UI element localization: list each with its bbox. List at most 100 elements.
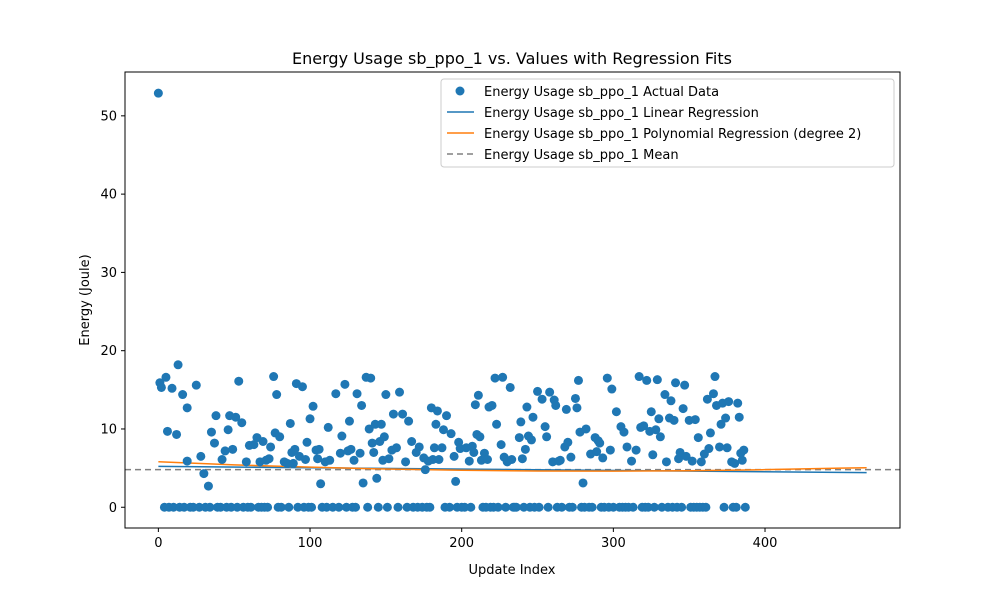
data-point bbox=[346, 444, 356, 454]
data-point bbox=[719, 502, 729, 512]
data-point bbox=[241, 457, 251, 467]
data-point bbox=[475, 432, 485, 442]
data-point bbox=[223, 425, 233, 435]
data-point bbox=[533, 386, 543, 396]
data-point bbox=[376, 419, 386, 429]
data-point bbox=[373, 502, 383, 512]
y-tick-label: 50 bbox=[100, 109, 117, 124]
data-point bbox=[464, 456, 474, 466]
data-point bbox=[372, 473, 382, 483]
x-tick-label: 300 bbox=[601, 536, 626, 551]
data-point bbox=[220, 446, 230, 456]
data-point bbox=[492, 419, 502, 429]
data-point bbox=[557, 502, 567, 512]
data-point bbox=[355, 448, 365, 458]
data-point bbox=[438, 425, 448, 435]
data-point bbox=[381, 390, 391, 400]
data-point bbox=[701, 502, 711, 512]
data-point bbox=[566, 452, 576, 462]
data-point bbox=[648, 450, 658, 460]
data-point bbox=[687, 456, 697, 466]
data-point bbox=[567, 502, 577, 512]
x-tick-label: 100 bbox=[298, 536, 323, 551]
data-point bbox=[517, 454, 527, 464]
data-point bbox=[507, 455, 517, 465]
data-point bbox=[710, 372, 720, 382]
data-point bbox=[516, 417, 526, 427]
data-point bbox=[737, 455, 747, 465]
chart-title: Energy Usage sb_ppo_1 vs. Values with Re… bbox=[292, 49, 732, 69]
data-point bbox=[173, 360, 183, 370]
data-point bbox=[451, 476, 461, 486]
data-point bbox=[398, 409, 408, 419]
data-point bbox=[407, 436, 417, 446]
data-point bbox=[563, 437, 573, 447]
data-point bbox=[331, 389, 341, 399]
data-point bbox=[437, 443, 447, 453]
data-point bbox=[334, 502, 344, 512]
data-point bbox=[708, 389, 718, 399]
data-point bbox=[470, 400, 480, 410]
x-axis-label: Update Index bbox=[468, 563, 555, 578]
data-point bbox=[228, 444, 238, 454]
y-tick-label: 0 bbox=[109, 501, 117, 516]
data-point bbox=[308, 401, 318, 411]
data-point bbox=[607, 384, 617, 394]
data-point bbox=[649, 502, 659, 512]
data-point bbox=[522, 402, 532, 412]
data-point bbox=[498, 372, 508, 382]
x-tick-label: 400 bbox=[753, 536, 778, 551]
data-point bbox=[639, 421, 649, 431]
data-point bbox=[739, 445, 749, 455]
data-point bbox=[493, 502, 503, 512]
data-point bbox=[316, 479, 326, 489]
data-point bbox=[652, 375, 662, 385]
data-point bbox=[429, 443, 439, 453]
data-point bbox=[482, 455, 492, 465]
data-point bbox=[680, 380, 690, 390]
data-point bbox=[655, 432, 665, 442]
data-point bbox=[269, 372, 279, 382]
plot-frame bbox=[124, 71, 901, 529]
data-point bbox=[325, 455, 335, 465]
data-point bbox=[605, 445, 615, 455]
data-point bbox=[366, 373, 376, 383]
data-point bbox=[420, 465, 430, 475]
legend-label-mean: Energy Usage sb_ppo_1 Mean bbox=[484, 148, 679, 163]
data-point bbox=[434, 455, 444, 465]
data-point bbox=[651, 425, 661, 435]
data-point bbox=[395, 387, 405, 397]
data-point bbox=[520, 444, 530, 454]
linear-regression-line bbox=[158, 465, 867, 474]
y-axis-label: Energy (Joule) bbox=[78, 254, 93, 345]
data-point bbox=[734, 412, 744, 422]
data-point bbox=[666, 396, 676, 406]
data-point bbox=[234, 376, 244, 386]
data-point bbox=[182, 403, 192, 413]
data-point bbox=[740, 502, 750, 512]
data-point bbox=[690, 415, 700, 425]
data-point bbox=[528, 412, 538, 422]
legend: Energy Usage sb_ppo_1 Actual Data Energy… bbox=[440, 78, 895, 168]
data-point bbox=[704, 444, 714, 454]
data-point bbox=[505, 382, 515, 392]
data-points bbox=[153, 88, 750, 512]
data-point bbox=[367, 438, 377, 448]
data-point bbox=[693, 433, 703, 443]
data-point bbox=[572, 403, 582, 413]
data-point bbox=[231, 412, 241, 422]
data-point bbox=[496, 440, 506, 450]
legend-label-actual: Energy Usage sb_ppo_1 Actual Data bbox=[484, 85, 719, 100]
data-point bbox=[162, 426, 172, 436]
data-point bbox=[431, 419, 441, 429]
data-point bbox=[272, 390, 282, 400]
data-point bbox=[393, 502, 403, 512]
data-point bbox=[619, 427, 629, 437]
data-point bbox=[349, 455, 359, 465]
data-point bbox=[642, 375, 652, 385]
y-tick-label: 10 bbox=[100, 422, 117, 437]
data-point bbox=[284, 502, 294, 512]
data-point bbox=[561, 404, 571, 414]
data-point bbox=[611, 407, 621, 417]
